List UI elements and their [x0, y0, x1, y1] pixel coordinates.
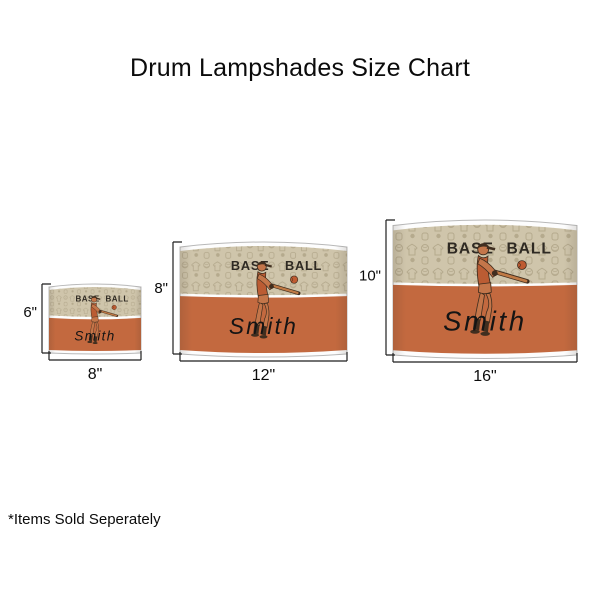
dimension-annotations-small: 6" 8" [23, 283, 142, 383]
shade-side-shading [393, 220, 577, 359]
dimension-annotations-large: 10" 16" [359, 219, 578, 385]
dimension-annotations-medium: 8" 12" [154, 241, 348, 384]
width-dimension-line [179, 352, 348, 362]
shade-side-shading [49, 284, 141, 354]
width-dimension-line [392, 353, 578, 363]
width-dimension-label: 16" [473, 368, 496, 385]
height-dimension-label: 8" [154, 280, 168, 297]
lampshade-small: BASEBALLSmith6"8" [23, 283, 142, 383]
items-sold-separately-note: *Items Sold Seperately [8, 511, 161, 528]
width-dimension-label: 12" [252, 367, 275, 384]
height-dimension-label: 10" [359, 268, 381, 285]
height-dimension-label: 6" [23, 304, 37, 321]
width-dimension-line [48, 351, 142, 361]
lampshade-medium: BASEBALLSmith8"12" [154, 241, 348, 384]
shade-side-shading [180, 242, 347, 358]
lampshade-large: BASEBALLSmith10"16" [359, 219, 578, 385]
width-dimension-label: 8" [88, 366, 103, 383]
page-title: Drum Lampshades Size Chart [129, 54, 471, 82]
